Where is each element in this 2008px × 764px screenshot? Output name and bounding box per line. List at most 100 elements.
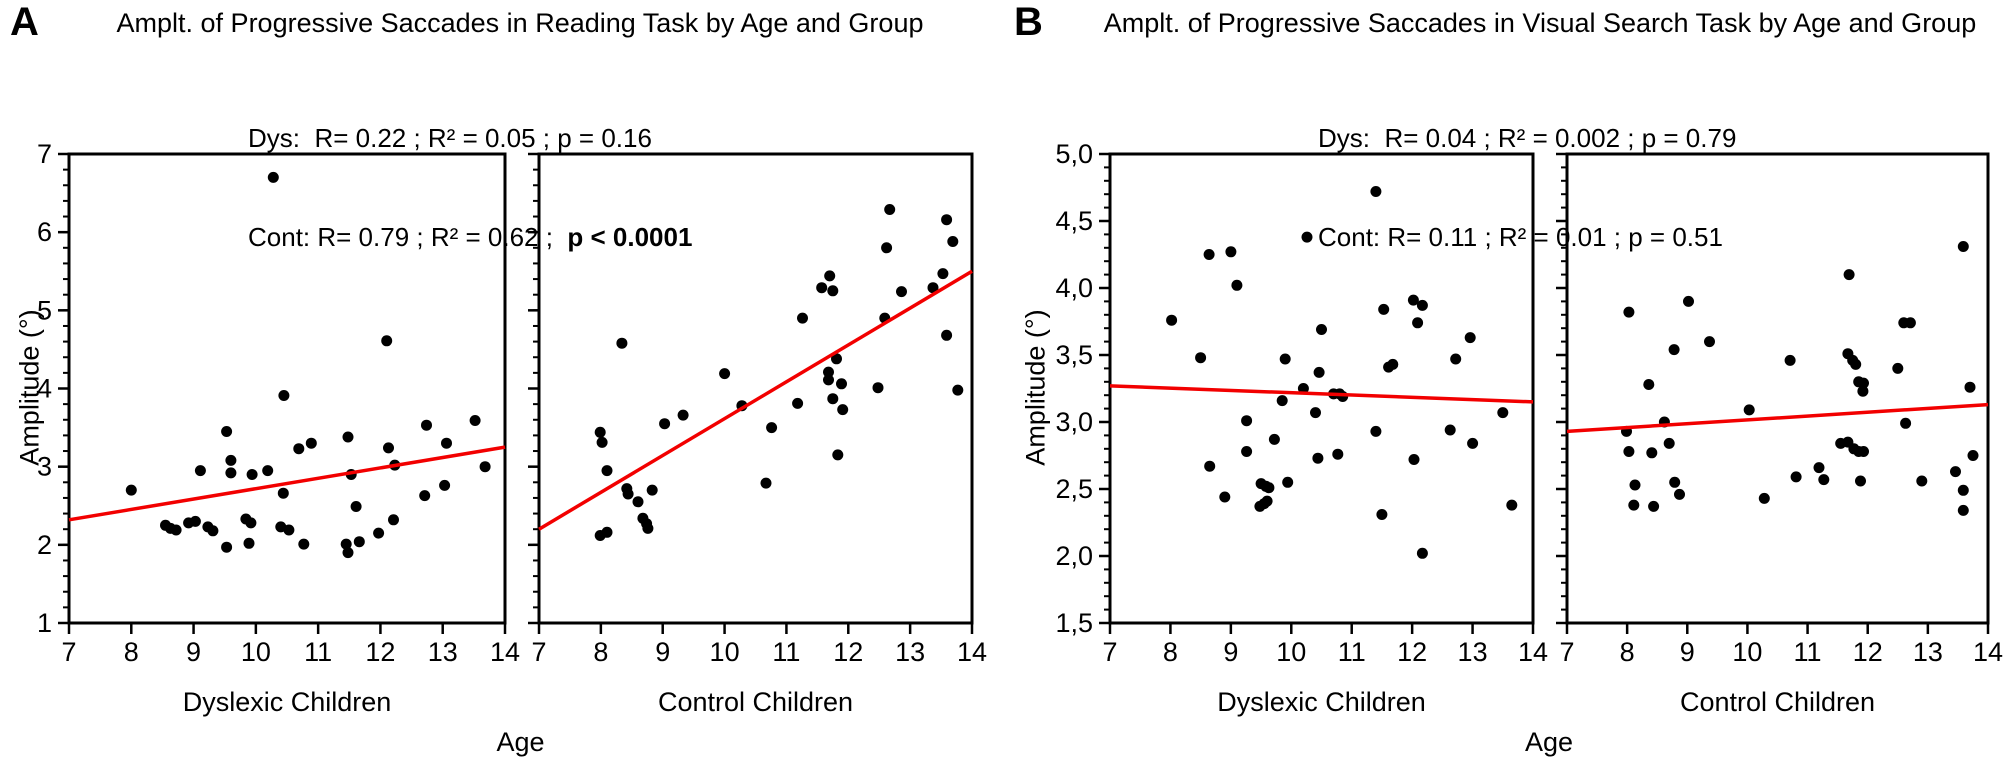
- x-tick-label: 10: [1276, 637, 1306, 667]
- x-tick-label: 14: [490, 637, 520, 667]
- group-label-visual-search-dyslexic: Dyslexic Children: [1217, 687, 1426, 717]
- data-point: [1203, 249, 1215, 260]
- x-tick-label: 10: [241, 637, 271, 667]
- data-point: [884, 204, 896, 215]
- data-point: [1231, 279, 1243, 291]
- data-point: [1263, 482, 1275, 494]
- data-point: [267, 171, 279, 183]
- data-point: [1950, 466, 1961, 478]
- x-tick-label: 8: [593, 637, 608, 667]
- data-point: [298, 538, 310, 550]
- data-point: [1370, 425, 1382, 437]
- panel-label-b: B: [1014, 0, 1043, 44]
- x-tick-label: 7: [531, 637, 546, 667]
- x-tick-label: 14: [957, 637, 987, 667]
- x-tick-label: 10: [1732, 637, 1762, 667]
- data-point: [383, 442, 394, 454]
- data-point: [1310, 407, 1321, 419]
- data-point: [381, 335, 393, 347]
- data-point: [373, 527, 385, 539]
- y-tick-label: 1: [37, 608, 52, 638]
- data-point: [207, 525, 219, 537]
- data-point: [1858, 377, 1869, 389]
- data-point: [1416, 547, 1428, 559]
- data-point: [601, 465, 613, 477]
- data-point: [469, 415, 481, 426]
- data-point: [1166, 314, 1178, 326]
- data-point: [927, 282, 939, 294]
- y-tick-label: 1,5: [1055, 608, 1093, 638]
- plot-frame: [1108, 152, 1535, 625]
- panel-b-stats-cont: Cont: R= 0.11 ; R² = 0.01 ; p = 0.51: [1318, 222, 1723, 252]
- data-point: [1225, 246, 1237, 258]
- data-point: [1964, 381, 1976, 393]
- x-tick-label: 7: [61, 637, 76, 667]
- data-point: [760, 477, 772, 489]
- data-point: [1646, 447, 1658, 459]
- x-tick-label: 11: [1338, 637, 1366, 667]
- plot-visual-search-control: 7 8 9 10 11 12 13 14: [1556, 152, 2003, 667]
- panel-b-stats-dys: Dys: R= 0.04 ; R² = 0.002 ; p = 0.79: [1318, 123, 1737, 153]
- data-point: [1370, 186, 1382, 197]
- data-point: [1843, 269, 1855, 281]
- x-tick-label: 9: [186, 637, 201, 667]
- data-point: [1669, 476, 1681, 488]
- data-point: [896, 286, 907, 298]
- x-tick-label: 13: [428, 637, 458, 667]
- panel-a-stats-dys: Dys: R= 0.22 ; R² = 0.05 ; p = 0.16: [248, 123, 652, 153]
- y-tick-label: 4: [37, 374, 52, 404]
- data-point: [225, 467, 237, 479]
- data-point: [1957, 484, 1969, 496]
- y-tick-label: 7: [37, 139, 52, 169]
- data-point: [342, 431, 354, 443]
- data-point: [1467, 437, 1479, 449]
- data-point: [1623, 306, 1635, 318]
- data-point: [479, 461, 491, 473]
- data-point: [1674, 488, 1685, 500]
- data-point: [792, 397, 804, 409]
- x-tick-label: 10: [710, 637, 740, 667]
- x-tick-label: 14: [1973, 637, 2003, 667]
- data-point: [1663, 437, 1675, 449]
- x-tick-label: 9: [1680, 637, 1695, 667]
- data-point: [1464, 332, 1476, 344]
- data-point: [816, 282, 828, 294]
- x-tick-label: 12: [833, 637, 863, 667]
- data-point: [283, 524, 295, 536]
- plot-frame: [67, 152, 507, 625]
- group-label-reading-control: Control Children: [657, 687, 854, 717]
- data-point: [1916, 475, 1928, 487]
- data-point: [1743, 404, 1755, 416]
- x-tick-label: 7: [1102, 637, 1117, 667]
- data-point: [937, 268, 949, 280]
- data-point: [1904, 317, 1916, 329]
- data-point: [1506, 499, 1518, 511]
- data-point: [766, 422, 778, 434]
- x-tick-label: 12: [365, 637, 395, 667]
- regression-line: [68, 445, 506, 522]
- data-point: [1204, 460, 1216, 472]
- data-point: [1683, 295, 1694, 307]
- data-point: [941, 329, 953, 341]
- x-tick-label: 13: [1913, 637, 1943, 667]
- data-point: [1967, 450, 1979, 461]
- x-tick-label: 8: [1620, 637, 1635, 667]
- panel-b-stats: Dys: R= 0.04 ; R² = 0.002 ; p = 0.79 Con…: [1318, 56, 1736, 320]
- data-point: [1648, 500, 1660, 512]
- data-point: [246, 469, 258, 480]
- data-point: [1316, 324, 1327, 335]
- data-point: [1957, 241, 1969, 252]
- panel-b-y-axis-label: Amplitude (°): [1020, 309, 1051, 466]
- data-point: [1241, 415, 1253, 427]
- y-tick-label: 3,0: [1055, 407, 1093, 437]
- data-point: [225, 454, 237, 466]
- data-point: [305, 437, 317, 449]
- panel-a-stats-cont-pvalue: p < 0.0001: [567, 222, 693, 252]
- data-point: [194, 465, 206, 477]
- x-tick-label: 14: [1518, 637, 1548, 667]
- data-point: [1261, 495, 1273, 507]
- x-tick-label: 12: [1853, 637, 1883, 667]
- data-point: [797, 312, 808, 324]
- data-point: [1444, 424, 1456, 436]
- data-point: [1378, 303, 1390, 315]
